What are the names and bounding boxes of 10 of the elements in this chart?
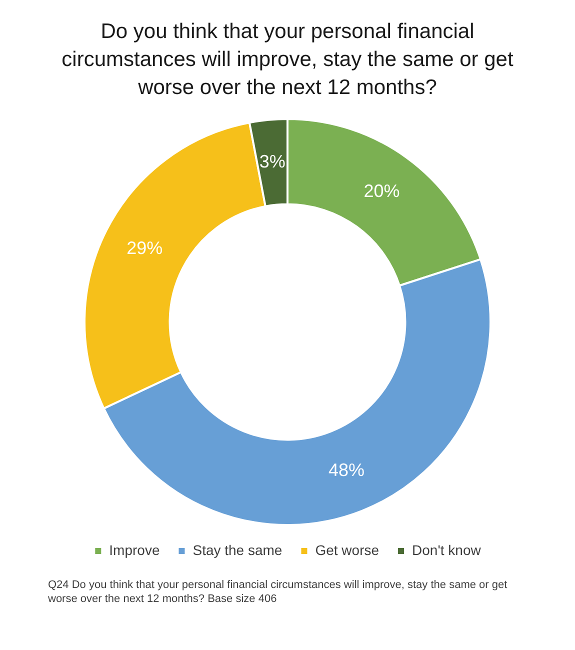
text: Q24 Do you think that your personal financial circumstances will improve, stay the same or get worse over the next 12 months? Base size 406 <box>47 578 508 606</box>
chart-title: Do you think that your personal financial circumstances will improve, stay the same or get worse over the next 12 months? <box>60 19 514 101</box>
legend-label: Improve <box>109 542 160 558</box>
legend-label: Stay the same <box>192 542 282 558</box>
data-label: 3% <box>259 151 286 172</box>
data-label: 29% <box>126 238 163 258</box>
data-label: 48% <box>328 460 365 480</box>
legend-label: Don't know <box>412 542 482 558</box>
legend-label: Get worse <box>315 542 380 558</box>
data-label: 20% <box>364 181 400 202</box>
